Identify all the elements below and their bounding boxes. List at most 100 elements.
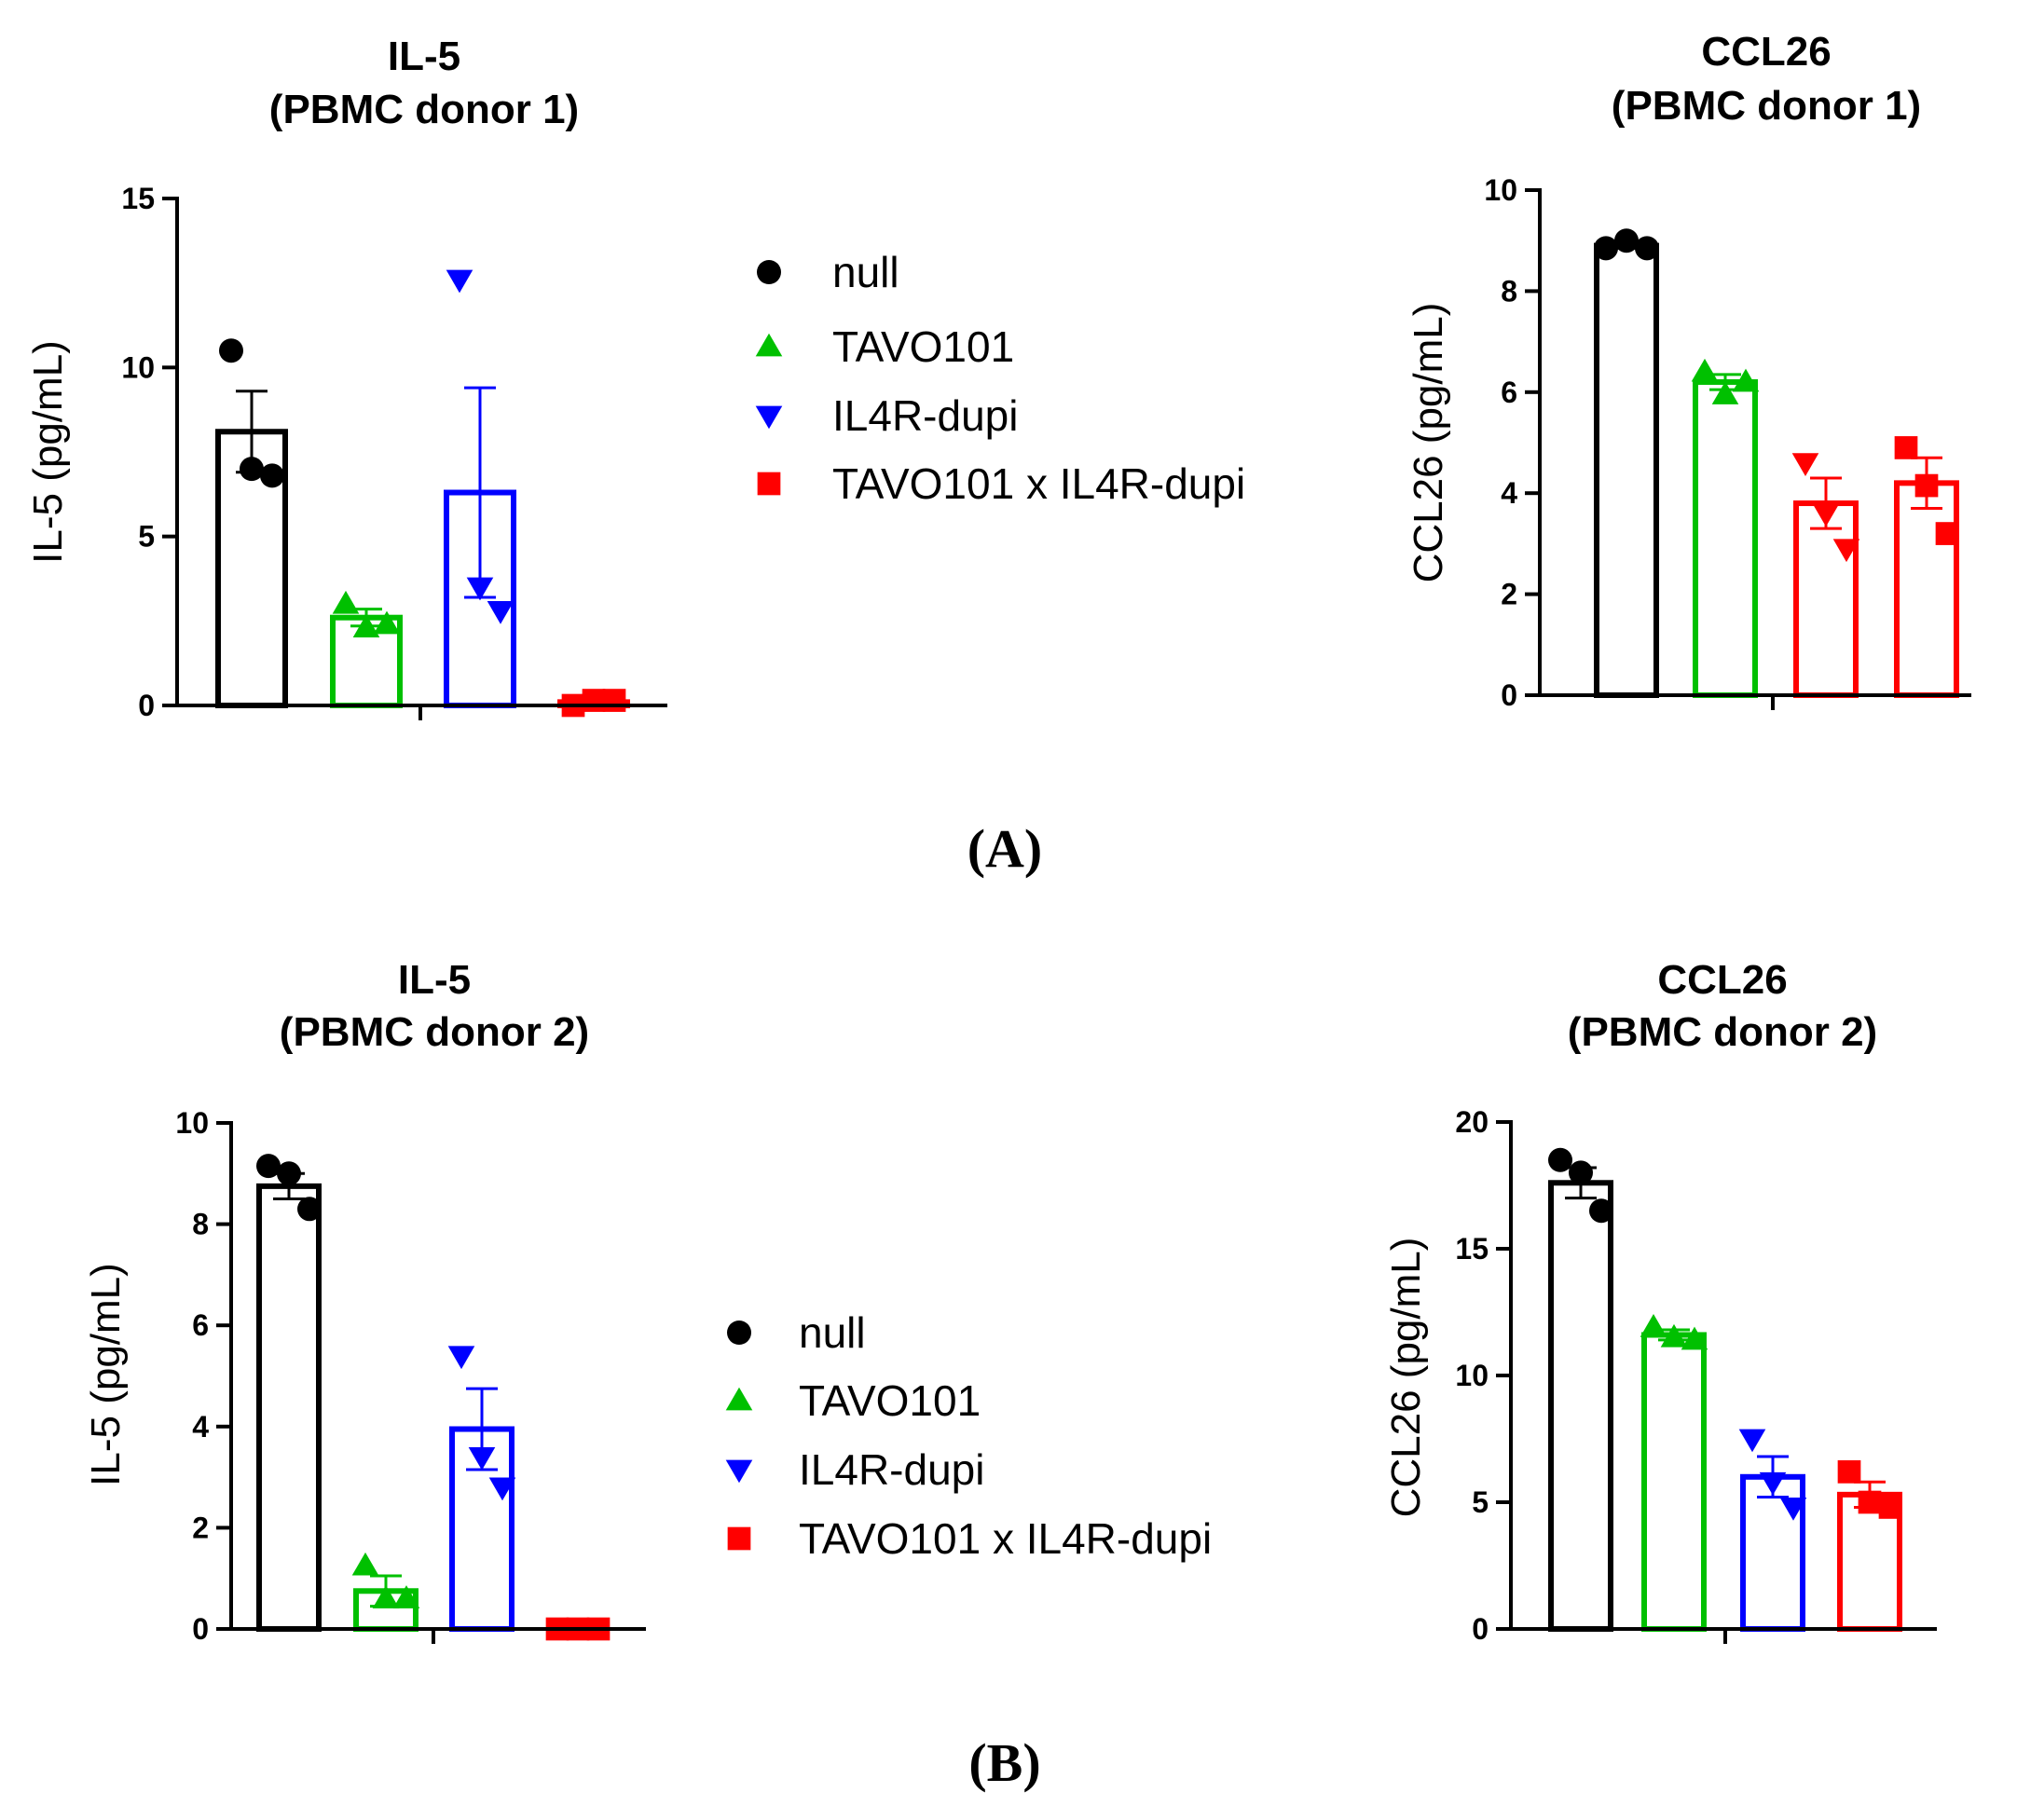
- data-point-3-3: [1832, 539, 1860, 563]
- y-tick-label: 15: [1455, 1232, 1489, 1266]
- data-point-2-2: [1711, 381, 1739, 404]
- y-tick-label: 0: [138, 689, 155, 722]
- data-point-1-1: [219, 338, 243, 363]
- data-point-3-1: [1791, 453, 1819, 476]
- data-point-2-3: [392, 1585, 420, 1608]
- y-tick-label: 0: [1472, 1612, 1489, 1646]
- data-point-2-3: [1681, 1326, 1708, 1350]
- data-point-3-3: [488, 1477, 516, 1501]
- legend-item: TAVO101: [725, 1376, 981, 1425]
- data-point-2-2: [372, 1585, 400, 1608]
- chart-title-line2: (PBMC donor 1): [269, 87, 579, 132]
- legend-2: null TAVO101 IL4R-dupi TAVO101 x IL4R-dupi: [725, 1308, 1212, 1563]
- y-tick-label: 15: [121, 182, 155, 215]
- legend-label: IL4R-dupi: [832, 391, 1018, 440]
- y-tick-label: 10: [121, 350, 155, 384]
- legend-label: TAVO101: [799, 1376, 981, 1425]
- legend-marker-3: [755, 405, 783, 430]
- data-point-4-3: [602, 689, 626, 712]
- chart-title-line2: (PBMC donor 1): [1612, 83, 1921, 129]
- y-axis-label: CCL26 (pg/mL): [1383, 1238, 1429, 1518]
- legend-item: TAVO101 x IL4R-dupi: [757, 459, 1245, 508]
- data-point-3-1: [1738, 1429, 1766, 1453]
- data-point-2-3: [373, 610, 401, 635]
- data-point-3-2: [1759, 1471, 1787, 1496]
- panel-label-a: (A): [967, 818, 1043, 879]
- legend-label: null: [799, 1308, 866, 1357]
- y-tick-label: 4: [192, 1410, 209, 1444]
- data-point-4-1: [1894, 436, 1918, 459]
- legend-label: null: [832, 248, 899, 296]
- chart-title-line1: IL-5: [388, 34, 460, 79]
- y-axis-label: IL-5 (pg/mL): [25, 340, 71, 564]
- data-point-2-1: [1640, 1314, 1667, 1337]
- y-tick-label: 6: [1501, 376, 1517, 409]
- data-point-1-3: [1589, 1198, 1613, 1224]
- legend-item: TAVO101 x IL4R-dupi: [727, 1514, 1212, 1563]
- y-tick-label: 20: [1455, 1105, 1489, 1139]
- data-point-2-1: [332, 590, 360, 614]
- y-tick-label: 0: [192, 1612, 209, 1646]
- legend-marker-2: [755, 333, 783, 357]
- legend-label: TAVO101 x IL4R-dupi: [832, 459, 1245, 508]
- y-tick-label: 6: [192, 1308, 209, 1342]
- y-tick-label: 10: [1455, 1359, 1489, 1392]
- y-tick-label: 8: [1501, 274, 1517, 308]
- legend-item: null: [727, 1308, 866, 1357]
- y-tick-label: 10: [1484, 173, 1517, 207]
- chart-title-line1: CCL26: [1657, 957, 1787, 1003]
- bar-1: [1548, 1180, 1613, 1633]
- y-tick-label: 2: [192, 1511, 209, 1544]
- y-tick-label: 2: [1501, 578, 1517, 611]
- legend-marker-1: [727, 1321, 751, 1345]
- data-point-1-2: [1614, 228, 1639, 253]
- y-axis-label: IL-5 (pg/mL): [83, 1263, 129, 1486]
- data-point-4-2: [1914, 473, 1939, 498]
- data-point-2-2: [1660, 1323, 1688, 1348]
- legend-item: TAVO101: [755, 322, 1014, 371]
- data-point-1-3: [260, 463, 284, 488]
- data-point-3-3: [1779, 1498, 1807, 1521]
- data-point-4-2: [1858, 1490, 1882, 1514]
- legend-marker-4: [727, 1526, 751, 1551]
- panel-label-b: (B): [968, 1732, 1040, 1793]
- legend-label: IL4R-dupi: [799, 1445, 984, 1494]
- legend-item: null: [757, 248, 899, 296]
- chart-title-line1: IL-5: [398, 957, 471, 1003]
- chart-title-line2: (PBMC donor 2): [280, 1009, 589, 1055]
- data-point-3-2: [466, 577, 494, 601]
- data-point-4-2: [582, 689, 606, 712]
- y-tick-label: 8: [192, 1208, 209, 1241]
- legend-item: IL4R-dupi: [725, 1445, 984, 1494]
- data-point-1-2: [1569, 1160, 1593, 1185]
- legend-marker-1: [757, 260, 781, 284]
- y-axis-label: CCL26 (pg/mL): [1406, 303, 1451, 583]
- data-point-1-3: [1635, 236, 1659, 261]
- chart-2: CCL26 (PBMC donor 1) CCL26 (pg/mL) 0 2 4 6 8 10: [1406, 29, 1971, 712]
- legend-1: null TAVO101 IL4R-dupi TAVO101 x IL4R-dupi: [755, 248, 1245, 508]
- data-point-2-3: [1732, 368, 1760, 392]
- chart-title-line2: (PBMC donor 2): [1568, 1009, 1877, 1055]
- data-point-1-3: [297, 1197, 322, 1222]
- data-point-2-1: [1691, 358, 1719, 382]
- data-point-3-1: [446, 269, 473, 294]
- bar-2: [1693, 378, 1758, 698]
- bar-3: [1793, 500, 1859, 698]
- data-point-1-2: [240, 457, 264, 482]
- data-point-1-1: [256, 1154, 281, 1179]
- data-point-2-2: [352, 614, 380, 637]
- data-point-1-2: [277, 1161, 301, 1186]
- data-point-3-1: [447, 1346, 475, 1370]
- chart-title-line1: CCL26: [1701, 29, 1831, 75]
- legend-label: TAVO101 x IL4R-dupi: [799, 1514, 1212, 1563]
- chart-4: CCL26 (PBMC donor 2) CCL26 (pg/mL) 0 5 10 15 20: [1383, 957, 1937, 1646]
- legend-marker-4: [757, 472, 781, 496]
- data-point-1-1: [1548, 1147, 1572, 1172]
- y-tick-label: 5: [138, 520, 155, 554]
- data-point-4-1: [1837, 1460, 1861, 1484]
- data-point-1-1: [1594, 236, 1618, 261]
- legend-marker-2: [725, 1387, 753, 1411]
- y-tick-label: 10: [175, 1106, 209, 1140]
